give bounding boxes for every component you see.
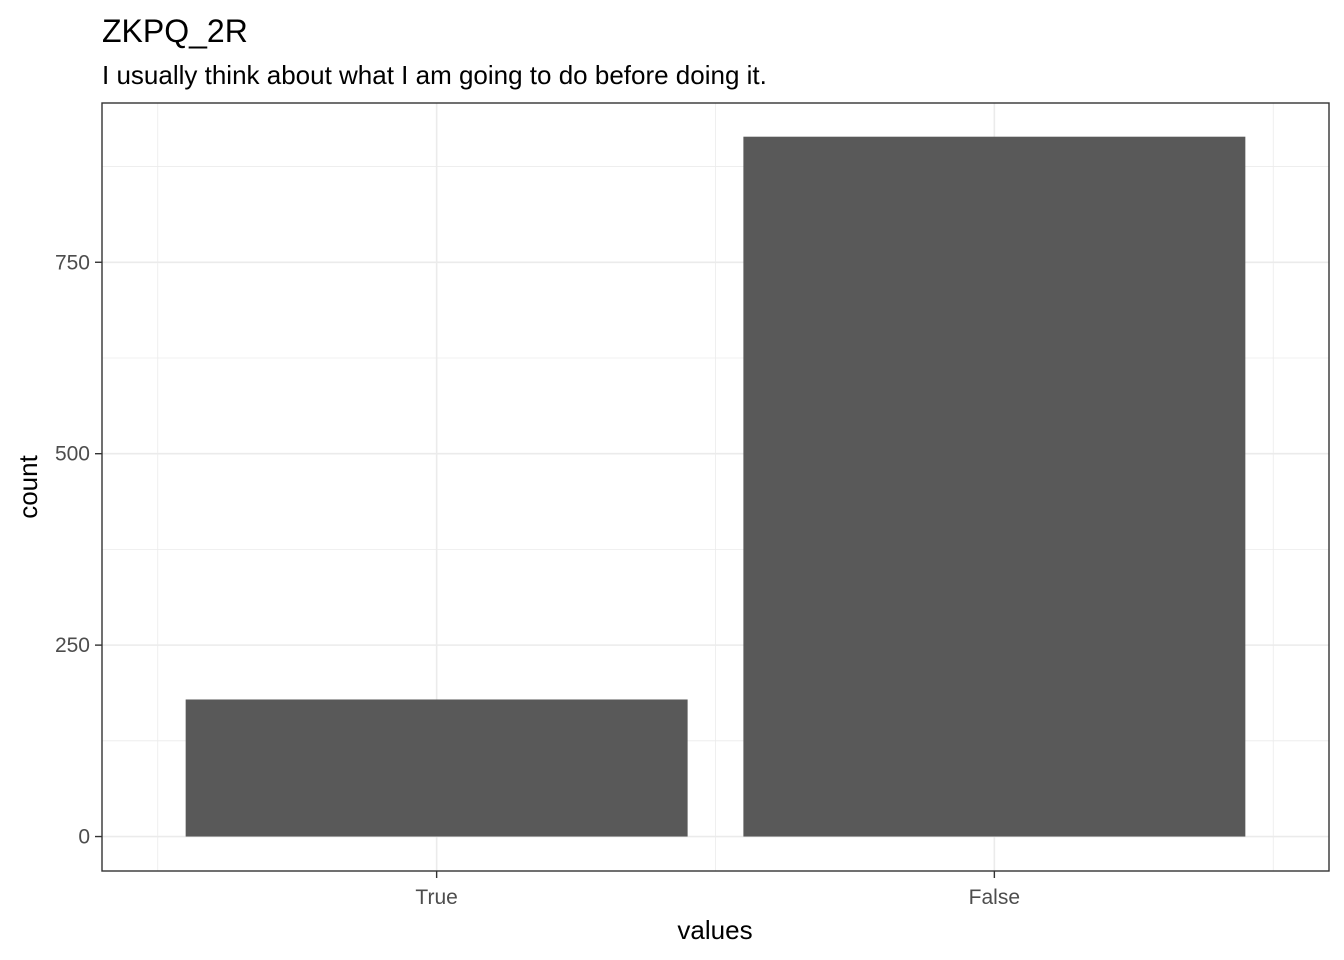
x-axis-title: values <box>677 915 752 945</box>
chart-title: ZKPQ_2R <box>102 13 248 49</box>
bar-false <box>743 136 1246 837</box>
x-axis: True False <box>415 871 1020 909</box>
y-tick-label: 250 <box>55 634 90 657</box>
y-tick-label: 500 <box>55 443 90 466</box>
x-tick-label: False <box>969 886 1020 909</box>
y-tick-label: 0 <box>78 826 90 849</box>
x-tick-label: True <box>415 886 457 909</box>
bars <box>185 136 1246 837</box>
y-tick-label: 750 <box>55 251 90 274</box>
panel-border <box>101 102 1330 872</box>
y-axis: 0 250 500 750 <box>55 251 102 849</box>
bar-true <box>185 699 688 837</box>
chart-subtitle: I usually think about what I am going to… <box>102 60 767 90</box>
y-axis-title: count <box>13 454 43 518</box>
